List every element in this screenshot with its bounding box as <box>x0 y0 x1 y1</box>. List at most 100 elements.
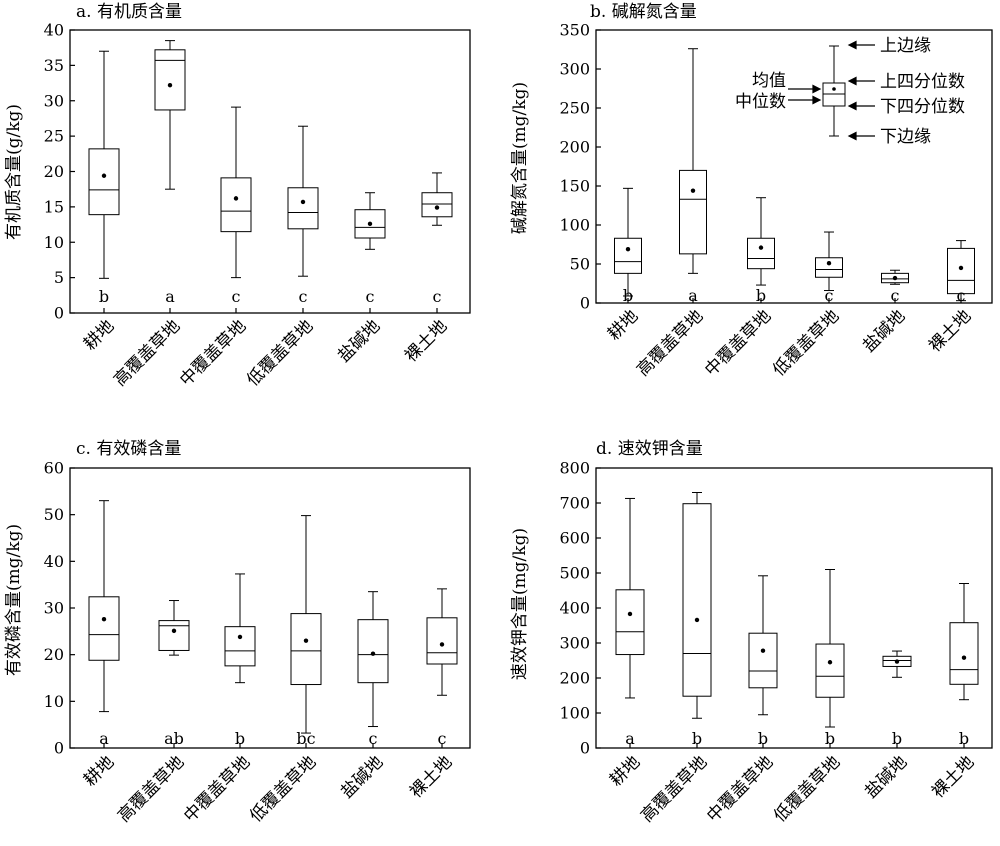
box <box>158 620 190 651</box>
y-tick-label: 700 <box>559 494 590 513</box>
arrowhead-mean <box>812 84 822 94</box>
y-tick-label: 500 <box>559 564 590 583</box>
plot-frame <box>595 29 993 304</box>
legend-label-upper-edge: 上边缘 <box>880 36 931 56</box>
arrowhead-lower-quartile <box>847 101 857 111</box>
category-label: 中覆盖草地 <box>180 752 254 826</box>
category-label: 中覆盖草地 <box>703 752 777 826</box>
significance-letter: c <box>232 287 241 306</box>
y-tick-label: 200 <box>559 669 590 688</box>
significance-letter: c <box>891 286 900 305</box>
category-label: 高覆盖草地 <box>637 752 711 826</box>
significance-letter: b <box>825 729 835 748</box>
y-tick-label: 20 <box>44 645 64 664</box>
significance-letter: c <box>957 286 966 305</box>
box <box>679 169 707 255</box>
category-label: 低覆盖草地 <box>243 316 317 390</box>
box <box>354 209 386 239</box>
significance-letter: b <box>235 729 245 748</box>
box <box>224 626 256 667</box>
mean-dot <box>101 617 107 622</box>
y-tick-label: 40 <box>44 552 64 571</box>
panel-title: d. 速效钾含量 <box>596 439 703 459</box>
panel-d-available-potassium: d. 速效钾含量 速效钾含量(mg/kg) 0 100 200 300 400 500 60… <box>510 439 993 826</box>
legend-label-lower-quartile: 下四分位数 <box>880 97 965 117</box>
y-tick-label: 30 <box>44 599 64 618</box>
arrowhead-upper-edge <box>847 40 857 50</box>
box <box>747 237 775 270</box>
mean-dot <box>826 261 832 266</box>
box <box>421 192 453 218</box>
y-axis-label: 有机质含量(g/kg) <box>4 104 24 240</box>
category-label: 中覆盖草地 <box>176 316 250 390</box>
category-label: 低覆盖草地 <box>770 752 844 826</box>
box <box>815 643 845 698</box>
category-label: 盐碱地 <box>334 316 384 366</box>
category-label: 高覆盖草地 <box>114 752 188 826</box>
y-tick-label: 0 <box>580 739 590 758</box>
plot-frame <box>595 467 993 749</box>
legend-label-upper-quartile: 上四分位数 <box>880 72 965 92</box>
mean-dot <box>237 634 243 640</box>
category-label: 盐碱地 <box>861 752 911 802</box>
mean-dot <box>627 611 633 617</box>
box <box>815 257 843 278</box>
chart-marks: 0100200300400500600700800a耕地b高覆盖草地b中覆盖草地… <box>559 459 979 826</box>
y-tick-label: 50 <box>570 255 590 274</box>
category-label: 高覆盖草地 <box>633 306 707 380</box>
arrowhead-median <box>812 95 822 105</box>
box <box>949 622 979 685</box>
legend-label-median: 中位数 <box>735 92 786 112</box>
y-tick-label: 60 <box>44 459 64 478</box>
mean-dot <box>367 221 373 227</box>
mean-dot <box>758 245 764 250</box>
y-tick-label: 150 <box>559 177 590 196</box>
category-label: 低覆盖草地 <box>769 306 843 380</box>
category-label: 盐碱地 <box>859 306 909 356</box>
significance-letter: a <box>99 729 109 748</box>
category-label: 耕地 <box>604 306 642 344</box>
box <box>748 632 778 689</box>
panel-a-organic-matter: a. 有机质含量 有机质含量(g/kg) 0 5 10 15 20 25 30 35 40 b 耕地… <box>4 2 471 390</box>
significance-letter: b <box>959 729 969 748</box>
mean-dot <box>167 82 173 88</box>
significance-letter: b <box>756 286 766 305</box>
significance-letter: c <box>366 287 375 306</box>
box <box>88 148 120 216</box>
box <box>357 619 389 684</box>
legend-label-mean: 均值 <box>752 71 786 91</box>
significance-letter: b <box>692 729 702 748</box>
chart-marks: 0510152025303540b耕地a高覆盖草地c中覆盖草地c低覆盖草地c盐碱… <box>44 21 453 390</box>
legend-label-lower-edge: 下边缘 <box>880 127 931 147</box>
arrowhead-upper-quartile <box>847 76 857 86</box>
category-label: 耕地 <box>80 752 118 790</box>
panel-b-alkali-nitrogen: b. 碱解氮含量 碱解氮含量(mg/kg) 0 50 100 150 200 250 300… <box>510 2 993 380</box>
box-legend: 上边缘 上四分位数 下四分位数 下边缘 均值 中位数 <box>735 36 965 147</box>
y-tick-label: 20 <box>44 162 64 181</box>
significance-letter: ab <box>164 729 184 748</box>
significance-letter: c <box>299 287 308 306</box>
significance-letter: c <box>825 286 834 305</box>
mean-dot <box>625 246 631 252</box>
plot-frame <box>69 29 471 314</box>
significance-letter: c <box>369 729 378 748</box>
mean-dot <box>892 275 898 281</box>
panel-c-available-phosphorus: c. 有效磷含量 有效磷含量(mg/kg) 0 10 20 30 40 50 60 a 耕地 ab… <box>4 439 471 826</box>
mean-dot <box>694 617 700 623</box>
y-tick-label: 300 <box>559 60 590 79</box>
y-tick-label: 35 <box>44 56 64 75</box>
y-tick-label: 400 <box>559 599 590 618</box>
y-tick-label: 0 <box>580 294 590 313</box>
mean-dot <box>827 660 833 665</box>
mean-dot <box>300 199 306 205</box>
box <box>290 613 322 686</box>
legend-mean-dot <box>832 87 836 91</box>
y-tick-label: 5 <box>54 268 64 287</box>
box <box>682 503 712 697</box>
mean-dot <box>760 648 766 653</box>
y-tick-label: 250 <box>559 99 590 118</box>
category-label: 中覆盖草地 <box>701 306 775 380</box>
mean-dot <box>233 196 239 201</box>
box <box>947 247 975 295</box>
